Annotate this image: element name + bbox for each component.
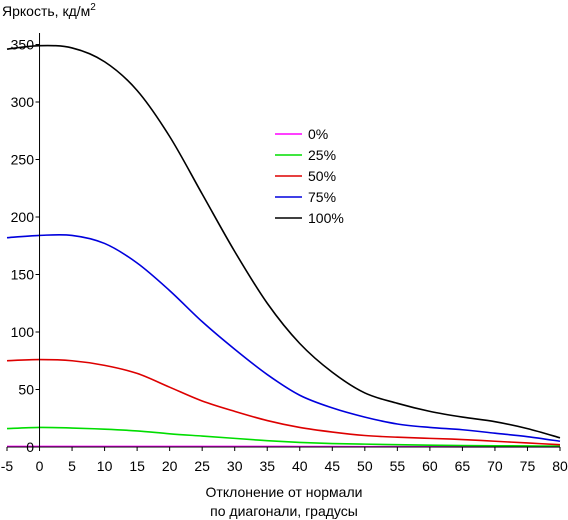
x-tick-label: 70 (487, 458, 503, 474)
x-tick-label: 10 (97, 458, 113, 474)
x-tick-label: 0 (36, 458, 44, 474)
x-tick-label: 20 (162, 458, 178, 474)
x-tick-label: 75 (520, 458, 536, 474)
legend-label: 100% (308, 210, 344, 226)
y-axis-title-text: Яркость, кд/м (2, 3, 90, 19)
series-line-75-pct (6, 233, 561, 443)
legend-label: 50% (308, 168, 336, 184)
legend: 0% 25% 50% 75% 100% (275, 126, 344, 226)
y-tick-label: 0 (26, 439, 34, 455)
y-tick-label: 350 (11, 37, 35, 53)
x-tick-label: 25 (194, 458, 210, 474)
legend-label: 0% (308, 126, 328, 142)
x-tick-label: 80 (552, 458, 568, 474)
series-line-25-pct (6, 426, 561, 447)
y-tick-label: 50 (18, 382, 34, 398)
x-tick-label: 35 (259, 458, 275, 474)
x-tick-label: 5 (68, 458, 76, 474)
x-tick-label: 50 (357, 458, 373, 474)
x-axis-title-line1: Отклонение от нормали (206, 484, 363, 500)
plot-lines (6, 44, 561, 448)
x-tick-label: 30 (227, 458, 243, 474)
x-tick-label: 65 (455, 458, 471, 474)
y-tick-label: 300 (11, 94, 35, 110)
x-tick-label: 60 (422, 458, 438, 474)
y-tick-label: 200 (11, 209, 35, 225)
y-tick-label: 150 (11, 267, 35, 283)
x-tick-label: 15 (129, 458, 145, 474)
y-tick-label: 250 (11, 152, 35, 168)
series-line-50-pct (6, 358, 561, 446)
x-tick-label: 45 (325, 458, 341, 474)
x-axis-title-line2: по диагонали, градусы (210, 503, 358, 519)
series-line-100-pct (6, 44, 561, 439)
legend-label: 25% (308, 147, 336, 163)
ticks: 0 50 100 150 200 250 300 350 -5 0 5 10 15 20 25 30 35 40 4… (1, 37, 568, 475)
y-axis-title-superscript: 2 (90, 2, 96, 13)
x-tick-label: 40 (292, 458, 308, 474)
y-axis-title: Яркость, кд/м2 (2, 2, 96, 19)
legend-label: 75% (308, 189, 336, 205)
x-tick-label: 55 (390, 458, 406, 474)
x-tick-label: -5 (1, 458, 14, 474)
y-tick-label: 100 (11, 324, 35, 340)
